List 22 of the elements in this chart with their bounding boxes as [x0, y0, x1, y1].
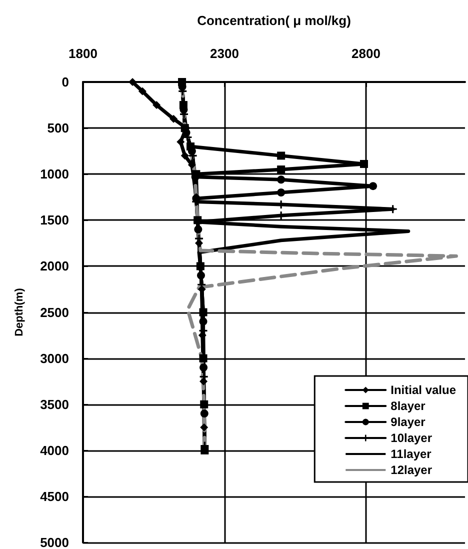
legend-label: 12layer	[390, 463, 432, 477]
legend-label: Initial value	[390, 383, 456, 397]
y-tick-label: 2500	[40, 304, 69, 320]
x-tick-label: 1800	[68, 46, 98, 61]
y-tick-label: 4000	[40, 442, 69, 458]
y-tick-label: 1000	[40, 166, 69, 182]
y-tick-label: 4500	[40, 488, 69, 504]
y-tick-label: 500	[47, 120, 69, 136]
y-tick-label: 3000	[40, 350, 69, 366]
y-tick-label: 1500	[40, 212, 69, 228]
x-axis-title: Concentration( μ mol/kg)	[197, 13, 351, 28]
legend-label: 9layer	[390, 415, 426, 429]
y-tick-label: 0	[62, 74, 69, 90]
y-tick-label: 2000	[40, 258, 69, 274]
legend-label: 10layer	[390, 431, 432, 445]
y-tick-label: 5000	[40, 535, 69, 549]
x-tick-label: 2800	[352, 46, 380, 61]
x-tick-label: 2300	[210, 46, 239, 61]
legend-label: 8layer	[390, 399, 426, 413]
y-axis-title: Depth(m)	[14, 288, 26, 336]
y-tick-label: 3500	[40, 396, 69, 412]
legend-label: 11layer	[390, 447, 432, 461]
